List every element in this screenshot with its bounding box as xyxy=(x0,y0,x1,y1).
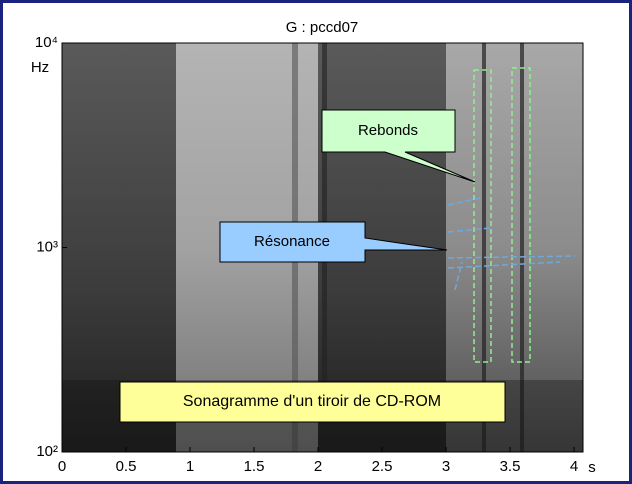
x-tick-label: 1 xyxy=(186,458,194,475)
chart: Rebonds Résonance Sonagramme d'un tiroir… xyxy=(0,0,632,484)
annotation: Rebonds xyxy=(358,122,418,139)
x-axis-label: s xyxy=(588,459,596,476)
x-tick-label: 1.5 xyxy=(244,458,265,475)
x-tick-label: 0.5 xyxy=(116,458,137,475)
x-tick-label: 0 xyxy=(58,458,66,475)
y-axis-label: Hz xyxy=(31,59,49,76)
annotation: Résonance xyxy=(254,233,330,250)
y-tick-label: 10⁴ xyxy=(35,34,58,51)
y-tick-label: 10³ xyxy=(36,238,58,255)
y-tick-label: 10² xyxy=(36,443,58,460)
x-tick-label: 2 xyxy=(314,458,322,475)
x-tick-label: 2.5 xyxy=(372,458,393,475)
chart-title: G : pccd07 xyxy=(286,19,359,36)
x-tick-label: 4 xyxy=(570,458,578,475)
x-tick-label: 3.5 xyxy=(500,458,521,475)
annotation: Sonagramme d'un tiroir de CD-ROM xyxy=(183,393,441,410)
x-tick-label: 3 xyxy=(442,458,450,475)
